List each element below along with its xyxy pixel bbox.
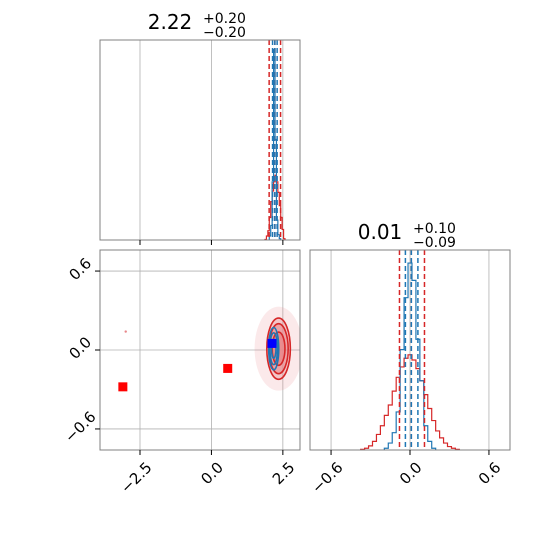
tick-label: −0.6: [61, 408, 99, 446]
tick-label: 2.5: [269, 458, 299, 488]
title-lower-error: −0.09: [413, 235, 456, 251]
quantile-lines-p1: [268, 40, 282, 240]
hist-blue-p2: [383, 262, 437, 450]
joint-panel: −2.5 0.0 2.5 −0.6 0.0 0.6: [61, 249, 301, 497]
outlier-point: [124, 330, 127, 333]
hist-blue-p1: [268, 48, 282, 240]
title-upper-error: +0.10: [413, 221, 456, 237]
title-value: 0.01: [358, 220, 403, 244]
tick-label: −2.5: [117, 458, 155, 496]
truth-marker-red: [118, 382, 128, 392]
panel-border: [99, 39, 301, 241]
title-lower-error: −0.20: [203, 25, 246, 41]
density-contours: [254, 306, 300, 391]
quantile-lines-p2: [398, 250, 426, 450]
blue-contour-outer: [267, 326, 280, 371]
tick-label: 0.0: [396, 458, 426, 488]
title-value: 2.22: [148, 10, 193, 34]
hist-red-p2: [360, 354, 460, 450]
truth-marker-blue: [267, 338, 277, 348]
truth-markers: [118, 330, 277, 392]
title-p2: 0.01 +0.10−0.09: [358, 220, 456, 251]
tick-label: −0.6: [308, 458, 346, 496]
tick-label: 0.6: [475, 458, 505, 488]
panel-frame: [100, 40, 300, 240]
x-ticks-top: [139, 240, 284, 245]
truth-marker-red: [223, 363, 233, 373]
title-p1: 2.22 +0.20−0.20: [148, 10, 246, 41]
title-upper-error: +0.20: [203, 11, 246, 27]
p2-x-ticks: −0.6 0.0 0.6: [308, 450, 505, 497]
tick-label: 0.0: [197, 458, 227, 488]
blue-contour-mid: [269, 331, 279, 366]
gridlines: [139, 40, 284, 240]
hist-panel-p2: −0.6 0.0 0.6 0.01 +0.10−0.09: [308, 220, 511, 497]
gridlines: [330, 250, 490, 450]
hist-panel-p1: 2.22 +0.20−0.20: [99, 10, 301, 245]
tick-label: 0.6: [65, 254, 95, 284]
tick-label: 0.0: [65, 333, 95, 363]
